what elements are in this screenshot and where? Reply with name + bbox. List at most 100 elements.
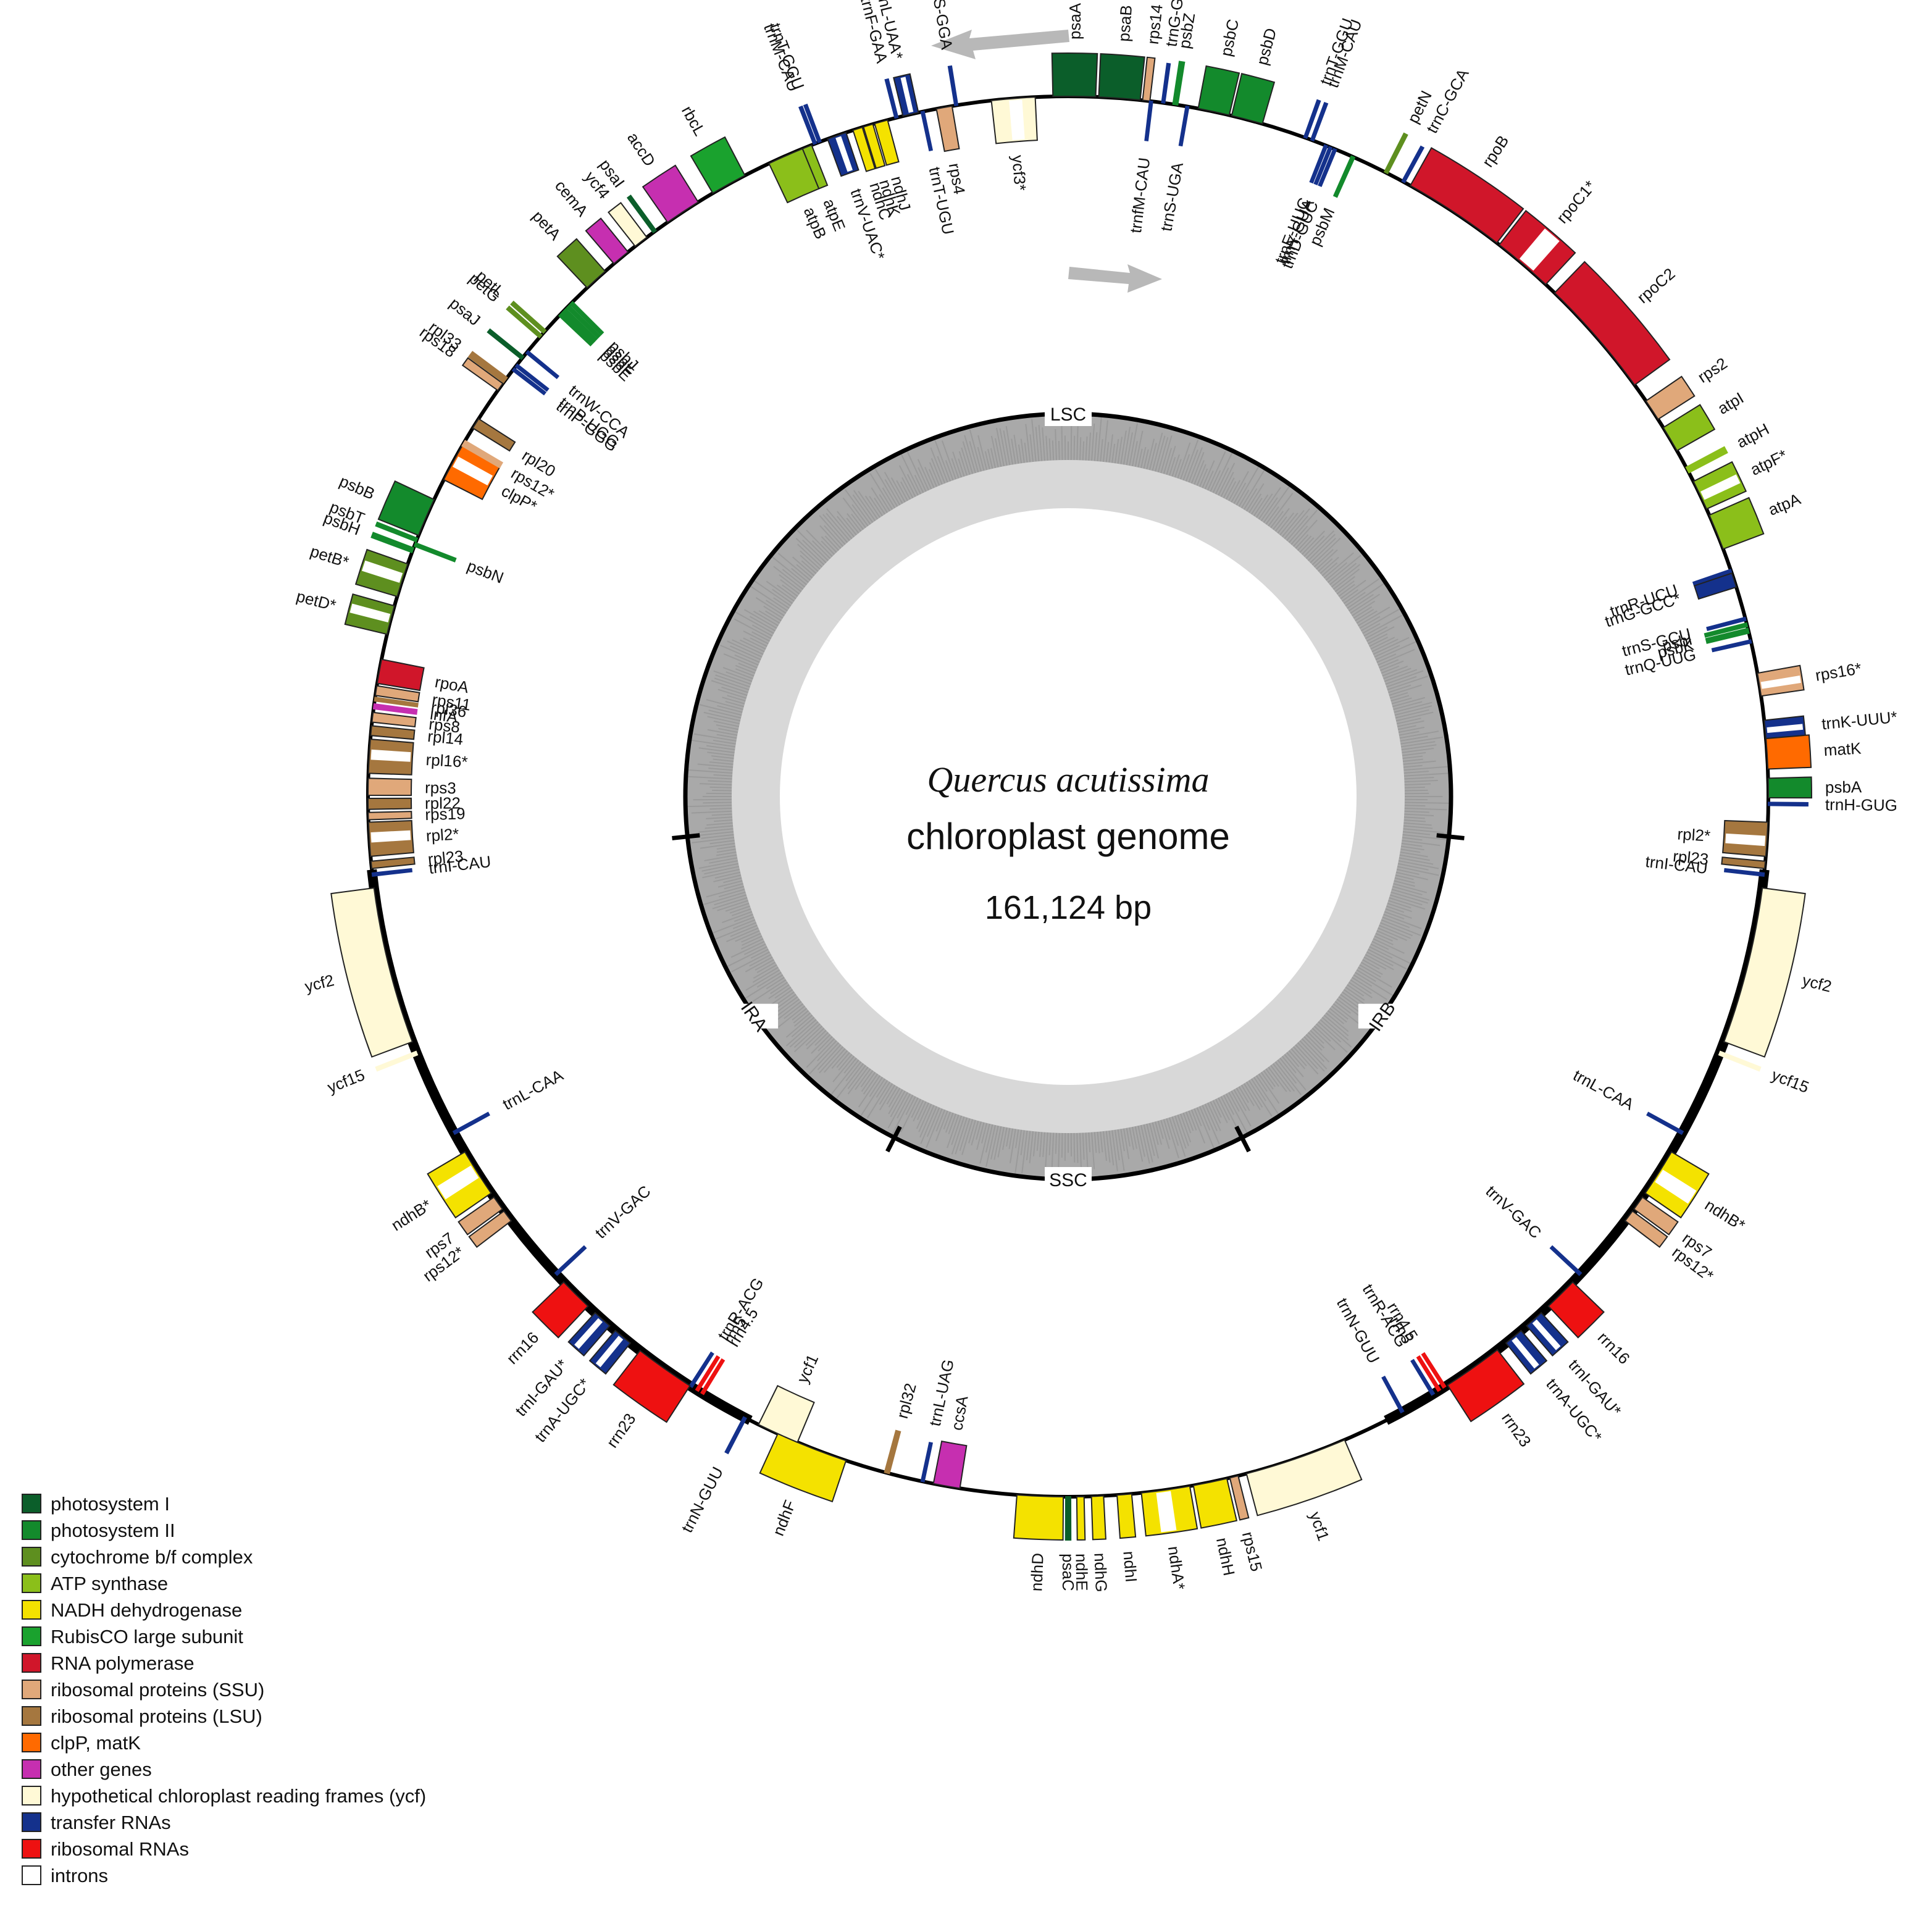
- gc-tick: [704, 891, 746, 905]
- gc-tick: [1374, 645, 1400, 658]
- gc-tick: [1323, 1015, 1349, 1037]
- gc-tick: [708, 709, 742, 719]
- gc-tick: [706, 698, 743, 710]
- gc-tick: [1044, 1132, 1048, 1172]
- gc-tick: [717, 880, 743, 888]
- gc-tick: [785, 1019, 817, 1047]
- gc-tick: [732, 639, 764, 655]
- gc-tick: [1400, 736, 1443, 745]
- gc-tick: [1284, 1053, 1304, 1077]
- gc-tick: [722, 667, 753, 680]
- gene-block: [1721, 856, 1767, 869]
- gene-block: [1705, 627, 1750, 644]
- gene-label: rpl23: [427, 847, 464, 868]
- gc-tick: [888, 1089, 903, 1115]
- gene-block: [1303, 99, 1321, 140]
- gc-tick: [1384, 669, 1418, 682]
- gc-tick: [821, 536, 837, 553]
- gc-tick: [1097, 1131, 1100, 1153]
- gc-tick: [948, 1113, 957, 1135]
- intron: [1725, 833, 1766, 847]
- gc-tick: [745, 969, 780, 991]
- legend-swatch: [22, 1865, 41, 1885]
- gene-block: [374, 697, 419, 708]
- gc-tick: [743, 944, 766, 955]
- gc-tick: [1347, 984, 1365, 997]
- gc-tick: [1231, 1090, 1252, 1127]
- gc-tick: [688, 776, 732, 780]
- gene-label: infA: [429, 705, 459, 727]
- gene-block: [1624, 1210, 1668, 1249]
- gc-tick: [1392, 885, 1423, 896]
- gc-tick: [726, 671, 753, 682]
- gc-tick: [1338, 584, 1355, 597]
- gene-label: psbA: [1825, 777, 1862, 797]
- gc-tick: [802, 539, 827, 564]
- gc-tick: [1402, 840, 1441, 847]
- gc-tick: [1390, 695, 1410, 702]
- gene-label: ycf15: [1769, 1065, 1812, 1097]
- gc-tick: [1286, 1052, 1300, 1068]
- gc-tick: [1385, 908, 1412, 919]
- gc-tick: [1171, 454, 1180, 477]
- gc-tick: [1319, 1019, 1352, 1048]
- gene-ycf1: ycf1: [1245, 1439, 1363, 1543]
- gc-tick: [951, 458, 960, 479]
- gc-tick: [1218, 1097, 1231, 1121]
- gc-tick: [776, 584, 797, 600]
- gc-tick: [985, 1124, 993, 1153]
- gc-tick: [753, 964, 777, 979]
- gc-tick: [1397, 725, 1416, 730]
- gc-tick: [929, 462, 940, 486]
- gene-block: [330, 887, 414, 1058]
- gc-tick: [1207, 1102, 1221, 1131]
- gene-petd: petD*: [295, 587, 396, 635]
- gc-tick: [709, 761, 734, 765]
- gc-tick: [766, 580, 795, 602]
- gc-tick: [1370, 637, 1395, 650]
- gene-block: [370, 532, 415, 554]
- gene-block: [920, 111, 934, 152]
- gene-block: [367, 797, 412, 810]
- gene-rps19: rps19: [367, 804, 466, 824]
- gc-tick: [951, 1115, 963, 1145]
- gene-block: [1144, 100, 1153, 141]
- gc-tick: [984, 451, 990, 470]
- gc-tick: [765, 600, 787, 614]
- gc-tick: [1340, 579, 1366, 600]
- gc-tick: [1082, 1132, 1085, 1160]
- gene-label: ndhB*: [388, 1195, 435, 1234]
- gene-block: [1142, 56, 1156, 102]
- legend-swatch: [22, 1733, 41, 1752]
- legend-label: introns: [51, 1865, 108, 1886]
- gc-tick: [1373, 637, 1410, 655]
- gene-block: [798, 105, 818, 145]
- gc-tick: [1270, 511, 1284, 529]
- gene-matk: matK: [1765, 734, 1862, 770]
- gc-tick: [1157, 1120, 1164, 1139]
- gc-tick: [918, 467, 929, 491]
- gc-tick: [819, 1046, 844, 1074]
- gc-tick: [1137, 1125, 1145, 1157]
- gc-tick: [858, 490, 879, 520]
- gc-tick: [1368, 948, 1407, 970]
- gene-label: psbD: [1253, 26, 1281, 67]
- gc-tick: [1248, 493, 1262, 513]
- gc-tick: [1370, 944, 1411, 964]
- gc-tick: [1185, 450, 1198, 482]
- gc-tick: [1383, 667, 1411, 680]
- gc-tick: [772, 588, 793, 605]
- gc-tick: [1228, 1092, 1240, 1112]
- gc-tick: [1009, 1129, 1016, 1163]
- gc-tick: [1245, 483, 1265, 512]
- gc-tick: [1356, 969, 1376, 982]
- gene-block: [1172, 61, 1186, 106]
- gene-label: rpl16*: [425, 750, 469, 771]
- gc-tick: [990, 1125, 999, 1160]
- gc-tick: [1397, 720, 1424, 727]
- gc-tick: [1394, 880, 1415, 887]
- gc-tick: [926, 1108, 943, 1149]
- gene-label: ndhI: [1119, 1550, 1140, 1583]
- gene-rps8: rps8: [371, 711, 461, 737]
- gc-tick: [1329, 563, 1357, 585]
